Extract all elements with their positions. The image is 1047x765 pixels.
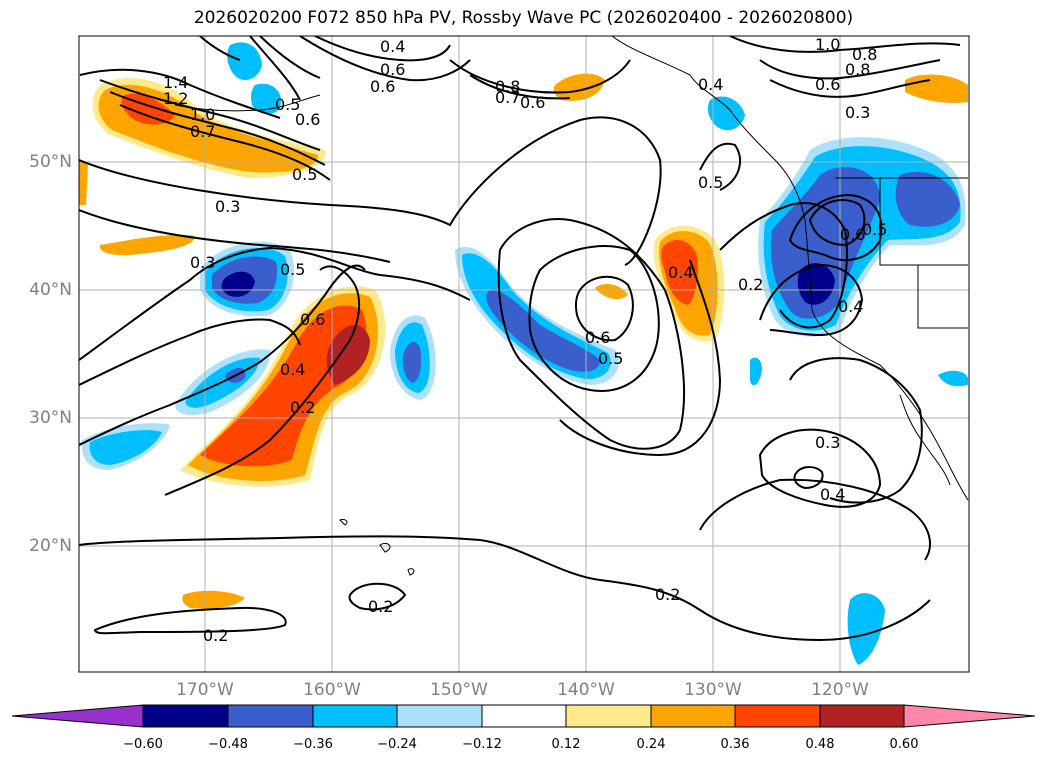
contour-label: 0.6 bbox=[585, 328, 610, 347]
coastlines bbox=[174, 36, 969, 576]
shade-small-orange bbox=[595, 284, 628, 300]
contour-label: 0.3 bbox=[845, 103, 870, 122]
colorbar-tick-label: −0.48 bbox=[208, 737, 248, 752]
shade-coast-mid2 bbox=[895, 171, 960, 227]
pv-contours bbox=[79, 36, 961, 642]
colorbar-segment bbox=[565, 704, 652, 728]
colorbar-tick-label: −0.60 bbox=[123, 737, 163, 752]
colorbar-segment bbox=[396, 704, 483, 728]
contour-label: 0.7 bbox=[190, 122, 215, 141]
shade-jet-darkred bbox=[326, 324, 370, 385]
colorbar-segment bbox=[312, 704, 398, 728]
colorbar-tick-label: 0.60 bbox=[889, 737, 919, 752]
contour-label: 0.6 bbox=[295, 110, 320, 129]
lon-label: 150°W bbox=[430, 680, 488, 700]
colorbar-segment bbox=[142, 704, 229, 728]
shade-blue-far-w-cyan bbox=[89, 430, 162, 465]
contour-label: 0.2 bbox=[655, 585, 680, 604]
contour-label: 0.2 bbox=[368, 597, 393, 616]
shade-coast-dark bbox=[797, 263, 835, 305]
colorbar-segment bbox=[819, 704, 905, 728]
map-frame bbox=[78, 35, 970, 673]
colorbar-segment bbox=[650, 704, 736, 728]
lon-label: 170°W bbox=[176, 680, 234, 700]
contour-label: 1.4 bbox=[163, 73, 188, 92]
contour-label: 0.8 bbox=[845, 60, 870, 79]
contour-label: 0.3 bbox=[215, 197, 240, 216]
lon-label: 120°W bbox=[811, 680, 869, 700]
contour-label: 0.6 bbox=[380, 60, 405, 79]
contour-label: 0.2 bbox=[203, 626, 228, 645]
lat-label: 50°N bbox=[29, 152, 72, 172]
shade-south-orange bbox=[182, 590, 245, 609]
contour-label: 0.2 bbox=[290, 398, 315, 417]
shade-west-edge bbox=[79, 160, 88, 205]
colorbar-tick-label: 0.48 bbox=[805, 737, 835, 752]
colorbar bbox=[11, 704, 1036, 728]
contour-label: 0.5 bbox=[698, 173, 723, 192]
contour-label: 0.6 bbox=[815, 75, 840, 94]
lat-label: 30°N bbox=[29, 408, 72, 428]
contour-label: 0.6 bbox=[300, 310, 325, 329]
shade-blue-band-mid bbox=[486, 290, 600, 372]
contour-label: 0.4 bbox=[698, 75, 723, 94]
colorbar-tick-label: 0.36 bbox=[720, 737, 750, 752]
contour-label: 0.5 bbox=[862, 220, 887, 239]
lat-label: 20°N bbox=[29, 536, 72, 556]
contour-label: 0.4 bbox=[380, 37, 405, 56]
shade-north-orange bbox=[553, 73, 605, 101]
contour-label: 0.6 bbox=[840, 225, 865, 244]
contour-label: 0.5 bbox=[275, 95, 300, 114]
colorbar-tick-label: 0.24 bbox=[636, 737, 666, 752]
colorbar-segment bbox=[227, 704, 314, 728]
colorbar-tick-label: −0.12 bbox=[462, 737, 502, 752]
contour-label: 0.8 bbox=[495, 77, 520, 96]
contour-label: 0.3 bbox=[815, 433, 840, 452]
contour-label: 0.4 bbox=[280, 360, 305, 379]
shade-alaska-blue bbox=[707, 96, 745, 131]
shade-gulf-red bbox=[661, 239, 698, 305]
shade-baja-blue bbox=[938, 370, 968, 387]
contour-label: 0.4 bbox=[668, 263, 693, 282]
contour-label: 0.5 bbox=[598, 349, 623, 368]
shade-cal-blue bbox=[750, 357, 762, 386]
lon-label: 140°W bbox=[557, 680, 615, 700]
colorbar-high-extend bbox=[903, 704, 1036, 728]
colorbar-tick-label: −0.36 bbox=[293, 737, 333, 752]
gridlines bbox=[79, 36, 969, 672]
colorbar-tick-label: −0.24 bbox=[377, 737, 417, 752]
lat-label: 40°N bbox=[29, 280, 72, 300]
shade-ne-orange bbox=[905, 74, 968, 103]
colorbar-segment bbox=[481, 704, 567, 728]
contour-label: 1.0 bbox=[190, 105, 215, 124]
shade-aleutian-blue bbox=[227, 42, 262, 81]
shade-south-blue bbox=[847, 593, 885, 665]
contour-label: 0.8 bbox=[852, 45, 877, 64]
shade-blue-sw-dark bbox=[221, 271, 255, 297]
contour-label: 0.4 bbox=[820, 485, 845, 504]
shade-aleutian-blue2 bbox=[251, 83, 281, 115]
contour-label: 0.5 bbox=[292, 165, 317, 184]
contour-label: 0.3 bbox=[190, 253, 215, 272]
contour-label-group: 0.4 0.6 0.6 0.5 0.6 0.8 0.7 0.6 1.4 1.2 … bbox=[163, 35, 887, 645]
contour-label: 0.4 bbox=[838, 297, 863, 316]
colorbar-low-extend bbox=[11, 704, 144, 728]
contour-label: 1.2 bbox=[163, 89, 188, 108]
contour-label: 0.6 bbox=[370, 77, 395, 96]
lon-label: 160°W bbox=[303, 680, 361, 700]
contour-label: 0.7 bbox=[495, 88, 520, 107]
shade-jet-red bbox=[200, 305, 367, 467]
chart-title: 2026020200 F072 850 hPa PV, Rossby Wave … bbox=[193, 8, 854, 28]
contour-label: 0.2 bbox=[738, 275, 763, 294]
colorbar-tick-label: 0.12 bbox=[551, 737, 581, 752]
shaded-regions bbox=[79, 42, 968, 665]
lon-label: 130°W bbox=[684, 680, 742, 700]
shade-dateline-small bbox=[99, 234, 195, 256]
contour-label: 0.6 bbox=[520, 93, 545, 112]
contour-label: 1.0 bbox=[815, 35, 840, 54]
colorbar-segment bbox=[734, 704, 821, 728]
shade-blue-c-mid bbox=[402, 341, 422, 383]
contour-label: 0.5 bbox=[280, 260, 305, 279]
